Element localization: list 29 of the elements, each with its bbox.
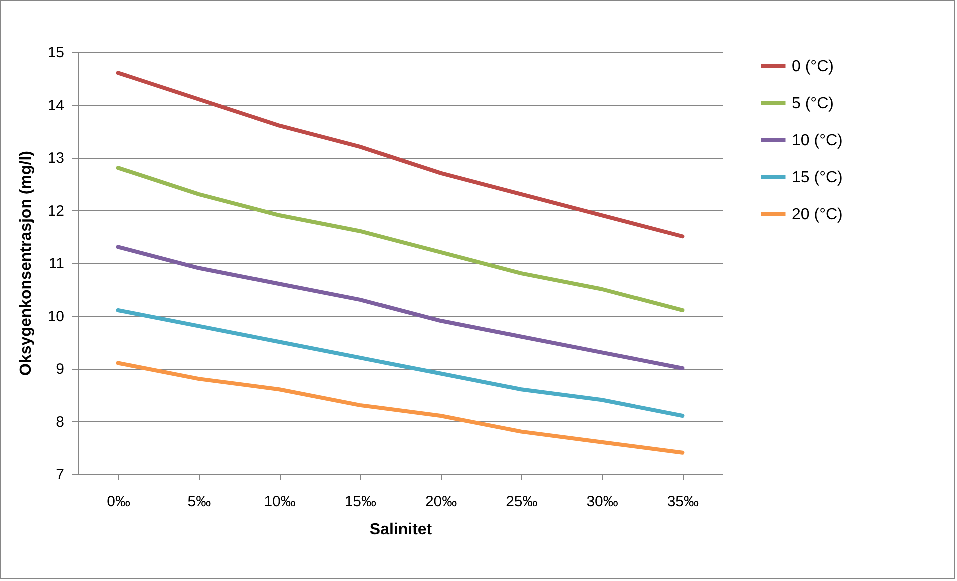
y-tick-label: 8 [56,414,64,431]
legend-label: 20 (°C) [792,206,843,224]
line-series [116,361,685,455]
y-tick-label: 14 [48,97,64,114]
y-tick-label: 11 [48,256,64,272]
line-series [116,308,685,418]
line-series [116,245,685,370]
x-axis-title: Salinitet [370,522,433,538]
legend-label: 5 (°C) [792,96,834,112]
x-tick-label: 10‰ [264,494,296,510]
line-series [116,71,685,239]
x-tick-label: 30‰ [586,494,618,510]
x-tick-label: 20‰ [425,494,458,510]
x-tick-label: 5‰ [188,494,212,510]
y-tick-label: 10 [48,308,64,326]
y-axis-title: Oksygenkonsentrasjon (mg/l) [18,151,35,376]
y-tick-label: 15 [48,44,64,62]
y-tick-label: 13 [48,150,64,167]
x-tick-label: 25‰ [506,494,538,510]
legend-label: 10 (°C) [792,132,843,150]
y-tick-label: 9 [56,361,64,378]
legend-label: 15 (°C) [792,170,843,186]
y-tick-label: 12 [48,202,64,220]
y-tick-label: 7 [56,466,64,484]
x-tick-label: 15‰ [344,494,377,510]
line-series [116,166,685,312]
x-tick-label: 0‰ [107,494,130,510]
legend-label: 0 (°C) [792,58,834,76]
x-tick-label: 35‰ [667,494,700,510]
